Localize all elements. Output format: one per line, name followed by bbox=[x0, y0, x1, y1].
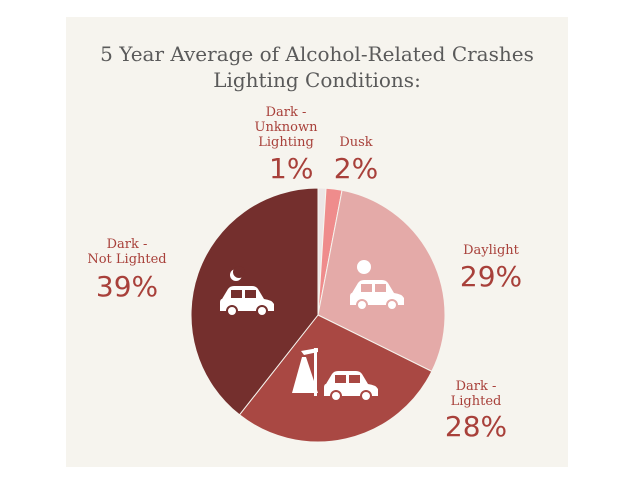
label-line: Dusk bbox=[339, 135, 373, 150]
label-dark-not-lighted: Dark - Not Lighted bbox=[72, 237, 182, 267]
label-dark-unknown: Dark - Unknown Lighting bbox=[251, 105, 321, 150]
label-line: Unknown bbox=[254, 120, 318, 135]
label-line: Lighted bbox=[450, 394, 502, 409]
value-daylight: 29% bbox=[459, 260, 523, 293]
streetlight-icon bbox=[292, 348, 318, 396]
chart-card: 5 Year Average of Alcohol-Related Crashe… bbox=[66, 17, 568, 467]
label-dusk: Dusk bbox=[331, 135, 381, 150]
sun-icon bbox=[357, 260, 371, 274]
pie-chart bbox=[190, 187, 446, 443]
chart-subtitle: Lighting Conditions: bbox=[213, 68, 421, 92]
value-dark-lighted: 28% bbox=[444, 410, 508, 443]
label-line: Lighting bbox=[258, 135, 314, 150]
label-dark-lighted: Dark - Lighted bbox=[436, 379, 516, 409]
value-dark-unknown: 1% bbox=[269, 152, 314, 185]
car-icon bbox=[220, 286, 274, 317]
label-line: Not Lighted bbox=[87, 252, 167, 267]
value-dark-not-lighted: 39% bbox=[95, 270, 159, 303]
chart-title: 5 Year Average of Alcohol-Related Crashe… bbox=[100, 42, 534, 66]
car-icon bbox=[324, 371, 378, 402]
label-line: Dark - bbox=[106, 237, 148, 252]
car-icon bbox=[350, 280, 404, 311]
label-line: Daylight bbox=[463, 243, 519, 258]
label-line: Dark - bbox=[265, 105, 307, 120]
label-daylight: Daylight bbox=[446, 243, 536, 258]
value-dusk: 2% bbox=[333, 152, 379, 185]
moon-icon bbox=[230, 266, 245, 281]
label-line: Dark - bbox=[455, 379, 497, 394]
